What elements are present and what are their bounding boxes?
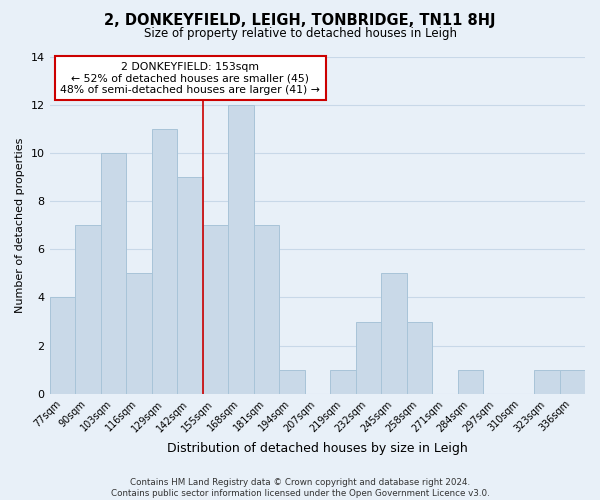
Bar [152,129,177,394]
Text: Size of property relative to detached houses in Leigh: Size of property relative to detached ho… [143,28,457,40]
Bar [534,370,560,394]
Bar [126,274,152,394]
Y-axis label: Number of detached properties: Number of detached properties [15,138,25,313]
Text: Contains HM Land Registry data © Crown copyright and database right 2024.
Contai: Contains HM Land Registry data © Crown c… [110,478,490,498]
X-axis label: Distribution of detached houses by size in Leigh: Distribution of detached houses by size … [167,442,467,455]
Bar [279,370,305,394]
Bar [407,322,432,394]
Bar [381,274,407,394]
Bar [203,225,228,394]
Text: 2 DONKEYFIELD: 153sqm
← 52% of detached houses are smaller (45)
48% of semi-deta: 2 DONKEYFIELD: 153sqm ← 52% of detached … [60,62,320,95]
Bar [177,177,203,394]
Bar [254,225,279,394]
Bar [356,322,381,394]
Bar [101,153,126,394]
Bar [50,298,75,394]
Bar [458,370,483,394]
Text: 2, DONKEYFIELD, LEIGH, TONBRIDGE, TN11 8HJ: 2, DONKEYFIELD, LEIGH, TONBRIDGE, TN11 8… [104,12,496,28]
Bar [75,225,101,394]
Bar [228,104,254,394]
Bar [330,370,356,394]
Bar [560,370,585,394]
